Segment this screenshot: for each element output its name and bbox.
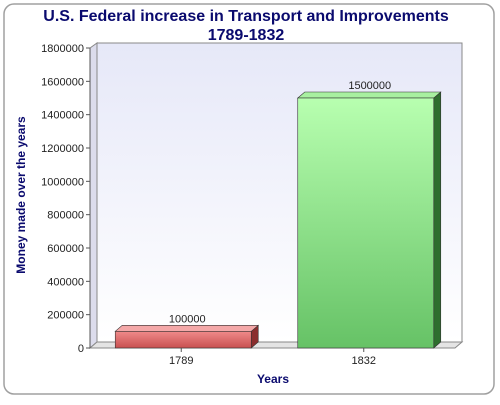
x-axis-title: Years (257, 372, 289, 386)
y-axis-title: Money made over the years (14, 116, 28, 274)
x-axis-ticks: 1789 1832 (169, 348, 376, 367)
x-tick-label: 1832 (352, 355, 376, 367)
y-axis-ticks: 0 200000 400000 600000 800000 1000000 1200000 1… (41, 43, 90, 355)
chart-title: U.S. Federal increase in Transport and I… (43, 8, 449, 25)
y-tick-label: 200000 (47, 310, 84, 322)
bar-data-label: 100000 (169, 313, 206, 325)
y-tick-label: 600000 (47, 243, 84, 255)
chart-subtitle: 1789-1832 (208, 27, 285, 44)
plot-left-wall (89, 42, 98, 350)
x-tick-label: 1789 (169, 355, 193, 367)
bar-data-label: 1500000 (348, 80, 391, 92)
y-tick-label: 1400000 (41, 110, 84, 122)
y-tick-label: 1200000 (41, 143, 84, 155)
bar-top (296, 91, 442, 99)
bar (297, 97, 435, 349)
y-tick-label: 400000 (47, 276, 84, 288)
y-tick-label: 800000 (47, 210, 84, 222)
y-tick-label: 1600000 (41, 76, 84, 88)
y-tick-label: 1000000 (41, 176, 84, 188)
bar (114, 331, 252, 349)
bars-group: 100000 1500000 (114, 80, 442, 349)
y-tick-label: 0 (78, 343, 84, 355)
bar-top (114, 325, 260, 332)
bar-side (433, 91, 442, 349)
y-tick-label: 1800000 (41, 43, 84, 55)
